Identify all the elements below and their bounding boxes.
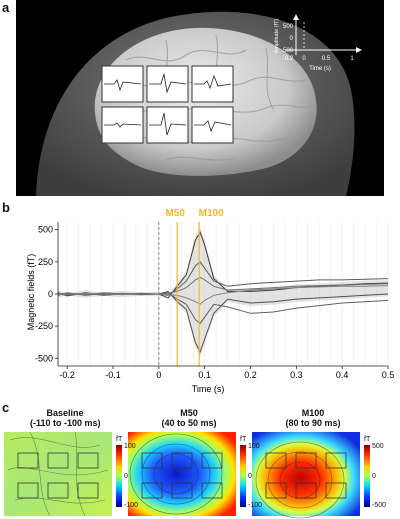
inset-x-tick-neg02: -0.2: [283, 56, 294, 62]
chart-axes: -0.2 -0.1 0 0.1 0.2 0.3 0.4 0.5 500 250 0 -250 -500: [35, 222, 394, 380]
topo-sensor-rect: [325, 482, 347, 499]
sensor-box: [146, 106, 189, 144]
amplitude-inset: 500 0 -500 Amplitude (fT) -0.2 0 0.5 1 T…: [274, 14, 362, 72]
topo-sensor-rect: [77, 452, 99, 469]
topo-sensor-rect: [47, 482, 69, 499]
panel-label-c: c: [2, 400, 10, 415]
colorbar-tick-m50-mid: 0: [248, 473, 252, 480]
colorbar-baseline: [116, 445, 122, 507]
colorbar-m50: [240, 445, 246, 507]
y-tick-label: -500: [35, 353, 53, 363]
colorbar-tick-m50-top: 100: [248, 443, 260, 450]
sensor-box: [101, 106, 144, 144]
topo-sensor-rect: [17, 452, 39, 469]
x-tick-label: 0.1: [198, 370, 211, 380]
x-tick-label: -0.2: [59, 370, 75, 380]
sensor-box: [191, 106, 234, 144]
map-m50: [128, 432, 236, 516]
colorbar-tick-m100-bot: -500: [372, 502, 387, 509]
x-tick-label: 0: [156, 370, 161, 380]
y-axis-label: Magnetic fields (fT): [26, 254, 36, 331]
x-tick-label: 0.5: [382, 370, 395, 380]
sensor-box: [191, 65, 234, 103]
topo-sensor-rect: [265, 452, 287, 469]
waveform-chart: M50 M100 -0.2 -0.1 0 0.1 0.2 0.3 0.4 0.55002500-…: [26, 208, 394, 394]
colorbar-tick-m50-bot: -100: [248, 502, 263, 509]
series-line: [57, 276, 389, 296]
x-tick-label: 0.4: [336, 370, 349, 380]
topo-sensor-rect: [201, 452, 223, 469]
inset-x-label: Time (s): [309, 66, 331, 72]
inset-y-label: Amplitude (fT): [274, 19, 280, 54]
sensor-waveform: [149, 112, 187, 136]
chart-series: [57, 231, 389, 354]
waveform-panel: M50 M100 -0.2 -0.1 0 0.1 0.2 0.3 0.4 0.5 500 250 0-…: [0, 200, 400, 398]
sensor-waveform: [194, 120, 232, 133]
brain-illustration: 500 0 -500 Amplitude (fT) -0.2 0 0.5 1 T…: [36, 11, 362, 196]
colorbar-m100: [364, 445, 370, 507]
colorbar-tick-baseline-mid: 0: [124, 473, 128, 480]
peak-marker-label: M100: [199, 208, 224, 219]
x-axis-label: Time (s): [192, 384, 225, 394]
inset-x-tick-0: 0: [302, 56, 306, 62]
sensor-waveform: [149, 73, 187, 94]
sensor-waveform: [104, 79, 142, 92]
map-title-m50: M50 (40 to 50 ms): [161, 408, 217, 428]
colorbar-tick-m100-top: 500: [372, 443, 384, 450]
map-baseline: [4, 431, 112, 517]
colorbar-unit-m50: fT: [240, 436, 247, 443]
topo-sensor-rect: [201, 482, 223, 499]
colorbar-tick-baseline-bot: -100: [124, 502, 139, 509]
colorbar-unit-baseline: fT: [116, 436, 123, 443]
x-tick-label: -0.1: [105, 370, 121, 380]
x-tick-label: 0.2: [244, 370, 257, 380]
topo-sensor-rect: [295, 452, 317, 469]
inset-y-tick-0: 0: [290, 36, 294, 42]
sensor-waveform: [194, 74, 232, 90]
y-tick-label: 0: [48, 289, 53, 299]
peak-marker-label: M50: [165, 208, 185, 219]
inset-x-tick-05: 0.5: [322, 56, 331, 62]
sensor-box: [101, 65, 144, 103]
series-line: [57, 285, 389, 305]
y-tick-label: -250: [35, 321, 53, 331]
map-title-baseline: Baseline (-110 to -100 ms): [30, 408, 101, 428]
topo-sensor-rect: [295, 482, 317, 499]
topo-sensor-rect: [171, 452, 193, 469]
inset-y-tick-500: 500: [283, 24, 294, 30]
colorbar-tick-baseline-top: 100: [124, 443, 136, 450]
x-tick-label: 0.3: [290, 370, 303, 380]
confidence-band-area: [58, 226, 388, 358]
panel-label-a: a: [2, 0, 10, 15]
topography-panel: Baseline (-110 to -100 ms) M50 (40 to 50…: [0, 400, 400, 519]
confidence-band: [58, 226, 388, 358]
topo-sensor-rect: [47, 452, 69, 469]
topo-sensor-rect: [141, 482, 163, 499]
topography-maps: [4, 431, 370, 519]
topo-sensor-rect: [325, 452, 347, 469]
colorbar-tick-m100-mid: 0: [372, 473, 376, 480]
y-tick-label: 250: [38, 257, 53, 267]
inset-y-tick-neg500: -500: [281, 48, 294, 54]
map-m100: [252, 432, 360, 519]
y-tick-label: 500: [38, 225, 53, 235]
topo-sensor-rect: [141, 452, 163, 469]
topo-sensor-rect: [265, 482, 287, 499]
topo-sensor-rect: [17, 482, 39, 499]
sensor-grid: [101, 65, 234, 144]
sensor-box: [146, 65, 189, 103]
topo-sensor-rect: [171, 482, 193, 499]
topo-sensor-rect: [77, 482, 99, 499]
panel-label-b: b: [2, 200, 10, 215]
map-title-m100: M100 (80 to 90 ms): [285, 408, 341, 428]
sensor-waveform: [104, 122, 142, 128]
brain-render-panel: 500 0 -500 Amplitude (fT) -0.2 0 0.5 1 T…: [16, 0, 384, 196]
colorbar-unit-m100: fT: [364, 436, 371, 443]
chart-annotations: M50 M100: [158, 208, 224, 366]
inset-x-tick-1: 1: [350, 56, 354, 62]
